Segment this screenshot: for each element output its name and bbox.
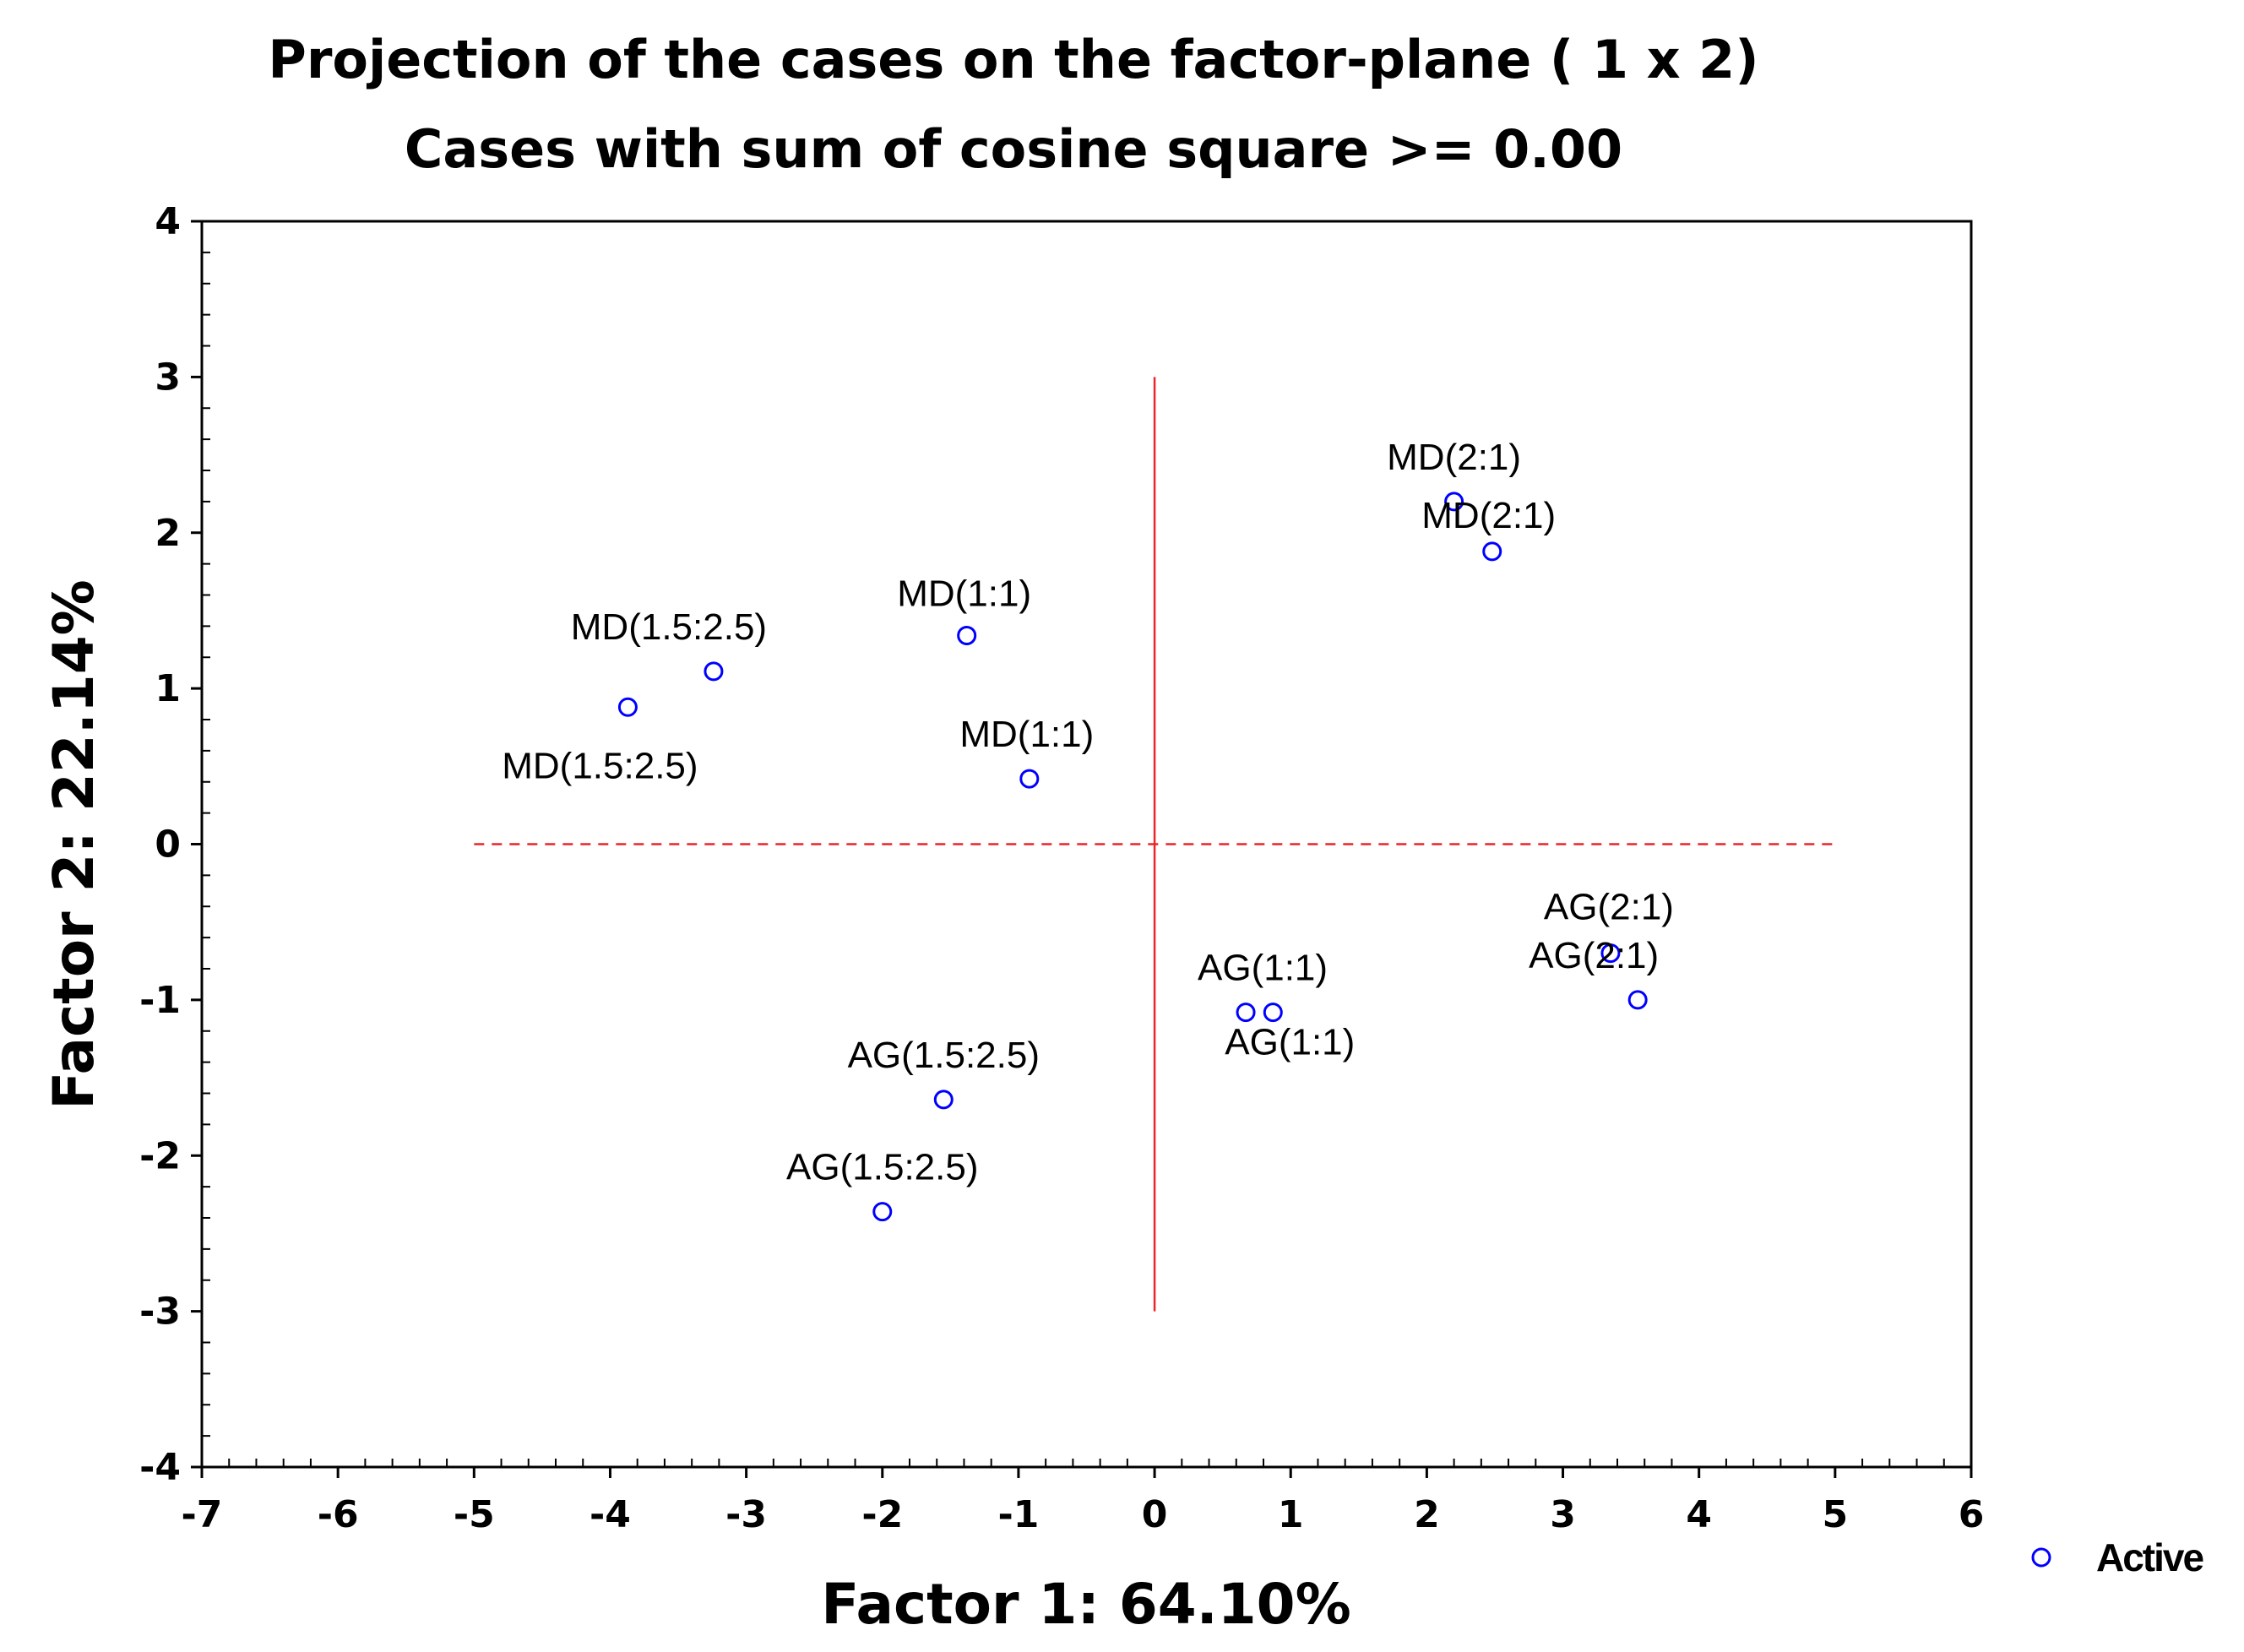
y-tick-label: -1 — [139, 979, 181, 1022]
legend: Active — [2031, 1535, 2205, 1579]
data-point — [617, 697, 638, 717]
chart-title: Projection of the cases on the factor-pl… — [268, 29, 1758, 90]
x-tick-label: 1 — [1278, 1493, 1304, 1536]
data-point — [1019, 769, 1040, 789]
reference-lines — [474, 377, 1835, 1312]
data-point — [1444, 492, 1464, 512]
point-label: MD(1:1) — [897, 573, 1031, 614]
point-label: AG(1.5:2.5) — [786, 1147, 978, 1188]
x-tick-label: -3 — [725, 1493, 767, 1536]
data-point — [933, 1090, 954, 1110]
point-label: AG(1:1) — [1225, 1022, 1355, 1063]
data-point — [1236, 1003, 1256, 1023]
y-tick-labels: 4 3 2 1 0 -1 -2 -3 -4 — [139, 200, 181, 1489]
data-point — [1482, 541, 1502, 562]
y-axis-label: Factor 2: 22.14% — [41, 579, 106, 1109]
point-label: AG(1.5:2.5) — [848, 1035, 1040, 1076]
data-point — [1600, 943, 1621, 964]
data-point — [1627, 990, 1648, 1010]
x-tick-labels: -7 -6 -5 -4 -3 -2 -1 0 1 2 3 4 5 6 — [182, 1493, 1985, 1536]
x-tick-label: -6 — [318, 1493, 359, 1536]
data-point — [957, 625, 977, 645]
point-label: MD(2:1) — [1421, 495, 1556, 536]
y-tick-label: -2 — [139, 1134, 181, 1177]
x-tick-label: 3 — [1550, 1493, 1576, 1536]
point-label: MD(1.5:2.5) — [571, 606, 767, 648]
y-tick-label: -4 — [139, 1446, 181, 1489]
x-tick-label: -7 — [182, 1493, 223, 1536]
y-tick-label: 1 — [155, 667, 181, 710]
legend-marker — [2031, 1547, 2051, 1568]
data-point — [704, 661, 724, 682]
point-label: MD(1:1) — [959, 714, 1094, 755]
y-tick-label: 3 — [155, 356, 181, 399]
x-tick-label: 6 — [1959, 1493, 1985, 1536]
data-point — [872, 1202, 893, 1222]
y-tick-label: 0 — [155, 823, 181, 867]
x-tick-label: -4 — [590, 1493, 631, 1536]
plot-frame — [200, 220, 1973, 1469]
axis-ticks — [191, 220, 1973, 1478]
point-label: MD(2:1) — [1387, 437, 1521, 478]
data-point — [1263, 1003, 1283, 1023]
y-tick-label: 4 — [155, 200, 181, 243]
x-axis-label: Factor 1: 64.10% — [821, 1572, 1350, 1637]
point-label: AG(2:1) — [1529, 935, 1659, 976]
x-tick-label: -5 — [454, 1493, 495, 1536]
legend-label: Active — [2096, 1535, 2203, 1579]
y-tick-label: 2 — [155, 512, 181, 555]
x-tick-label: 5 — [1823, 1493, 1849, 1536]
point-label: AG(2:1) — [1544, 887, 1674, 928]
point-label: AG(1:1) — [1198, 948, 1328, 989]
chart-subtitle: Cases with sum of cosine square >= 0.00 — [405, 118, 1622, 180]
x-tick-label: 4 — [1686, 1493, 1712, 1536]
x-tick-label: -1 — [997, 1493, 1039, 1536]
point-label: MD(1.5:2.5) — [502, 745, 698, 786]
x-tick-label: -2 — [861, 1493, 903, 1536]
x-tick-label: 2 — [1414, 1493, 1440, 1536]
data-points — [617, 492, 1648, 1222]
point-labels: MD(2:1) MD(2:1) MD(1.5:2.5) MD(1.5:2.5) MD(1… — [502, 437, 1674, 1188]
y-tick-label: -3 — [139, 1291, 181, 1334]
x-tick-label: 0 — [1142, 1493, 1168, 1536]
